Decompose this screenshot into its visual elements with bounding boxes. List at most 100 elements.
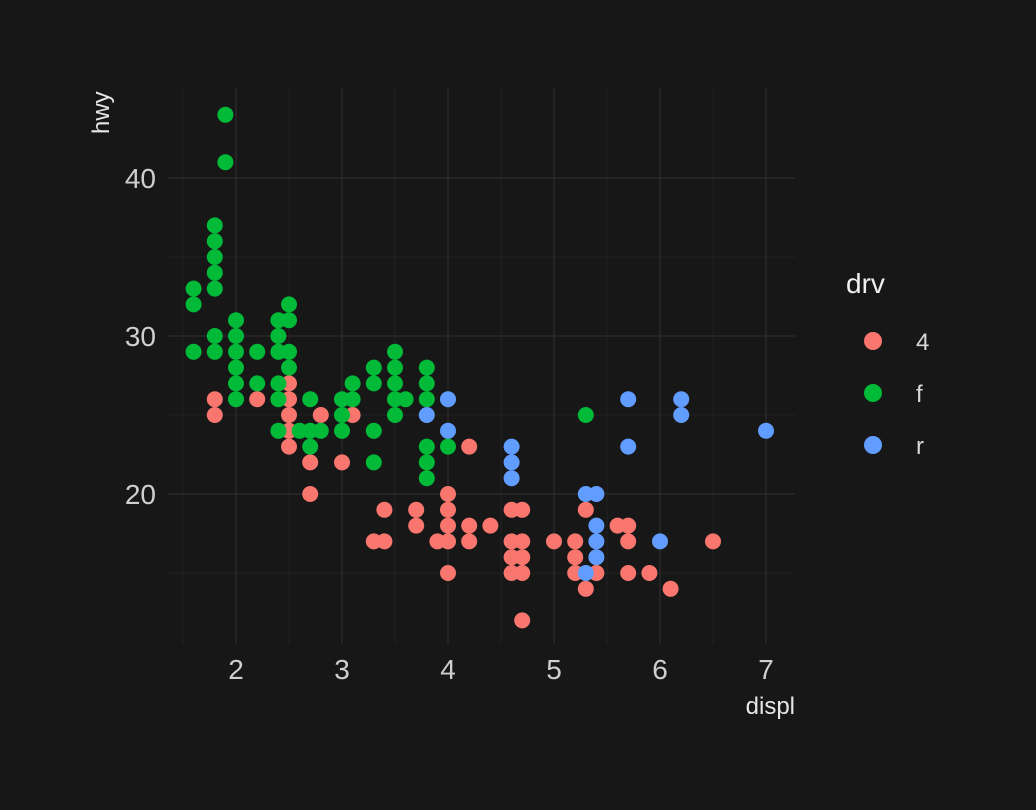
data-point (662, 580, 679, 597)
data-point (206, 391, 223, 408)
data-point (217, 106, 234, 123)
data-point (387, 407, 403, 423)
data-point (281, 407, 297, 423)
data-point (206, 217, 223, 234)
data-point (440, 486, 456, 502)
y-tick-label: 30 (125, 321, 156, 352)
data-point (376, 533, 393, 550)
data-point (365, 454, 382, 471)
data-point (440, 565, 456, 581)
data-point (185, 280, 202, 297)
data-point (461, 533, 478, 550)
data-point (588, 517, 605, 534)
x-tick-label: 7 (758, 654, 774, 685)
data-point (620, 438, 637, 455)
data-point (228, 312, 244, 329)
data-point (758, 422, 774, 439)
data-point (206, 407, 223, 423)
data-point (249, 391, 266, 408)
data-point (281, 359, 297, 376)
data-point (387, 343, 403, 360)
data-point (440, 391, 456, 408)
data-point (249, 343, 266, 360)
data-point (270, 391, 287, 408)
data-point (577, 407, 594, 423)
data-point (461, 517, 478, 534)
data-point (546, 533, 562, 550)
x-tick-label: 6 (652, 654, 668, 685)
data-point (440, 517, 456, 534)
x-axis-ticks: 2 3 4 5 6 7 (228, 654, 774, 685)
data-point (440, 501, 456, 518)
legend-label: r (916, 433, 924, 460)
legend-key (864, 384, 882, 402)
legend-entries: 4 fr (864, 329, 929, 460)
y-axis-title: hwy (88, 91, 115, 134)
data-point (249, 375, 266, 392)
data-point (514, 549, 531, 566)
data-point (503, 470, 520, 487)
data-point (514, 533, 531, 550)
data-point (514, 565, 531, 581)
data-point (206, 233, 223, 250)
data-point (302, 486, 319, 502)
y-tick-label: 20 (125, 479, 156, 510)
data-point (418, 359, 435, 376)
x-tick-label: 3 (334, 654, 350, 685)
data-point (281, 312, 297, 329)
y-tick-label: 40 (125, 163, 156, 194)
data-point (228, 328, 244, 344)
data-point (206, 249, 223, 265)
data-point (344, 375, 361, 392)
data-point (620, 391, 637, 408)
data-point (408, 517, 425, 534)
data-point (620, 517, 637, 534)
data-point (281, 296, 297, 313)
data-point (206, 264, 223, 281)
data-point (387, 375, 403, 392)
data-point (588, 549, 605, 566)
grid-minor-lines (168, 88, 795, 644)
data-point (376, 501, 393, 518)
data-point (577, 580, 594, 597)
data-point (185, 343, 202, 360)
data-point (577, 501, 594, 518)
data-point (440, 422, 456, 439)
legend-key (864, 332, 882, 350)
data-point (482, 517, 499, 534)
data-points (185, 106, 774, 629)
data-point (461, 438, 478, 455)
x-tick-label: 5 (546, 654, 562, 685)
data-point (206, 343, 223, 360)
data-point (440, 533, 456, 550)
data-point (334, 422, 350, 439)
data-point (440, 438, 456, 455)
legend-title: drv (846, 268, 885, 299)
data-point (652, 533, 668, 550)
data-point (228, 359, 244, 376)
data-point (302, 438, 319, 455)
x-tick-label: 2 (228, 654, 244, 685)
data-point (673, 391, 690, 408)
data-point (567, 533, 584, 550)
data-point (270, 328, 287, 344)
data-point (344, 391, 361, 408)
data-point (312, 422, 329, 439)
data-point (334, 407, 350, 423)
data-point (217, 154, 234, 171)
data-point (408, 501, 425, 518)
data-point (503, 454, 520, 471)
data-point (365, 359, 382, 376)
data-point (185, 296, 202, 313)
data-point (228, 343, 244, 360)
data-point (418, 438, 435, 455)
data-point (334, 454, 350, 471)
data-point (503, 438, 520, 455)
data-point (270, 422, 287, 439)
x-axis-title: displ (746, 693, 795, 720)
data-point (365, 375, 382, 392)
data-point (228, 391, 244, 408)
data-point (312, 407, 329, 423)
data-point (302, 454, 319, 471)
data-point (418, 407, 435, 423)
